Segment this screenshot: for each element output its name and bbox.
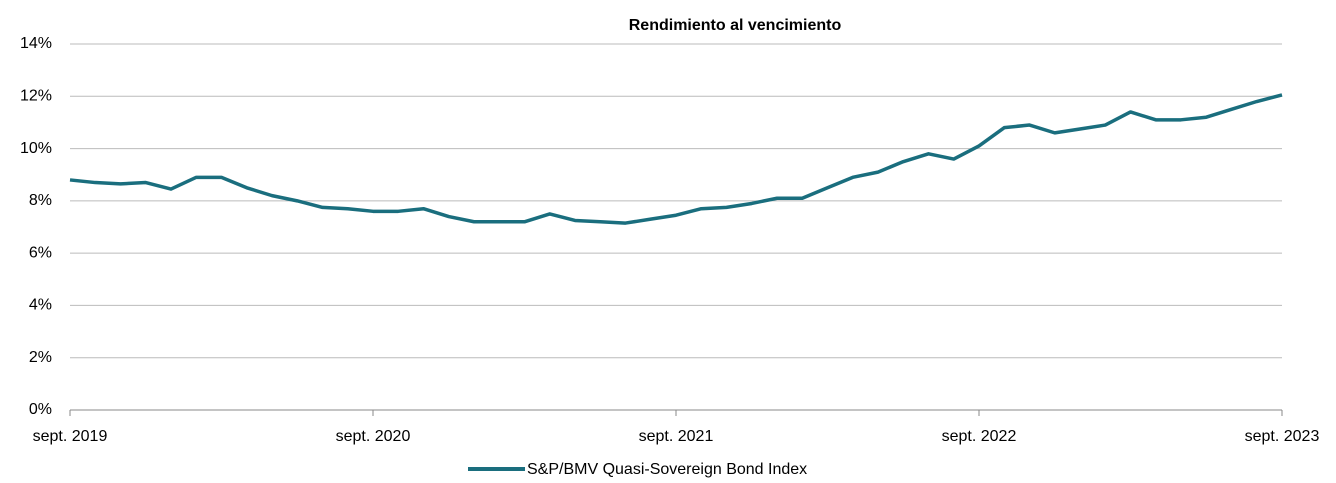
- legend-label: S&P/BMV Quasi-Sovereign Bond Index: [527, 461, 807, 478]
- y-tick-label: 0%: [29, 401, 52, 418]
- x-tick-label: sept. 2023: [1245, 428, 1320, 445]
- y-tick-label: 4%: [29, 297, 52, 314]
- y-tick-label: 12%: [20, 88, 52, 105]
- y-tick-label: 10%: [20, 140, 52, 157]
- y-tick-label: 2%: [29, 349, 52, 366]
- x-tick-label: sept. 2019: [33, 428, 108, 445]
- y-tick-label: 14%: [20, 35, 52, 52]
- line-series: [69, 93, 1283, 225]
- x-tick-label: sept. 2022: [942, 428, 1017, 445]
- chart-title: Rendimiento al vencimiento: [629, 17, 842, 34]
- x-tick-label: sept. 2020: [336, 428, 411, 445]
- y-tick-label: 6%: [29, 244, 52, 261]
- y-tick-label: 8%: [29, 192, 52, 209]
- x-tick-label: sept. 2021: [639, 428, 714, 445]
